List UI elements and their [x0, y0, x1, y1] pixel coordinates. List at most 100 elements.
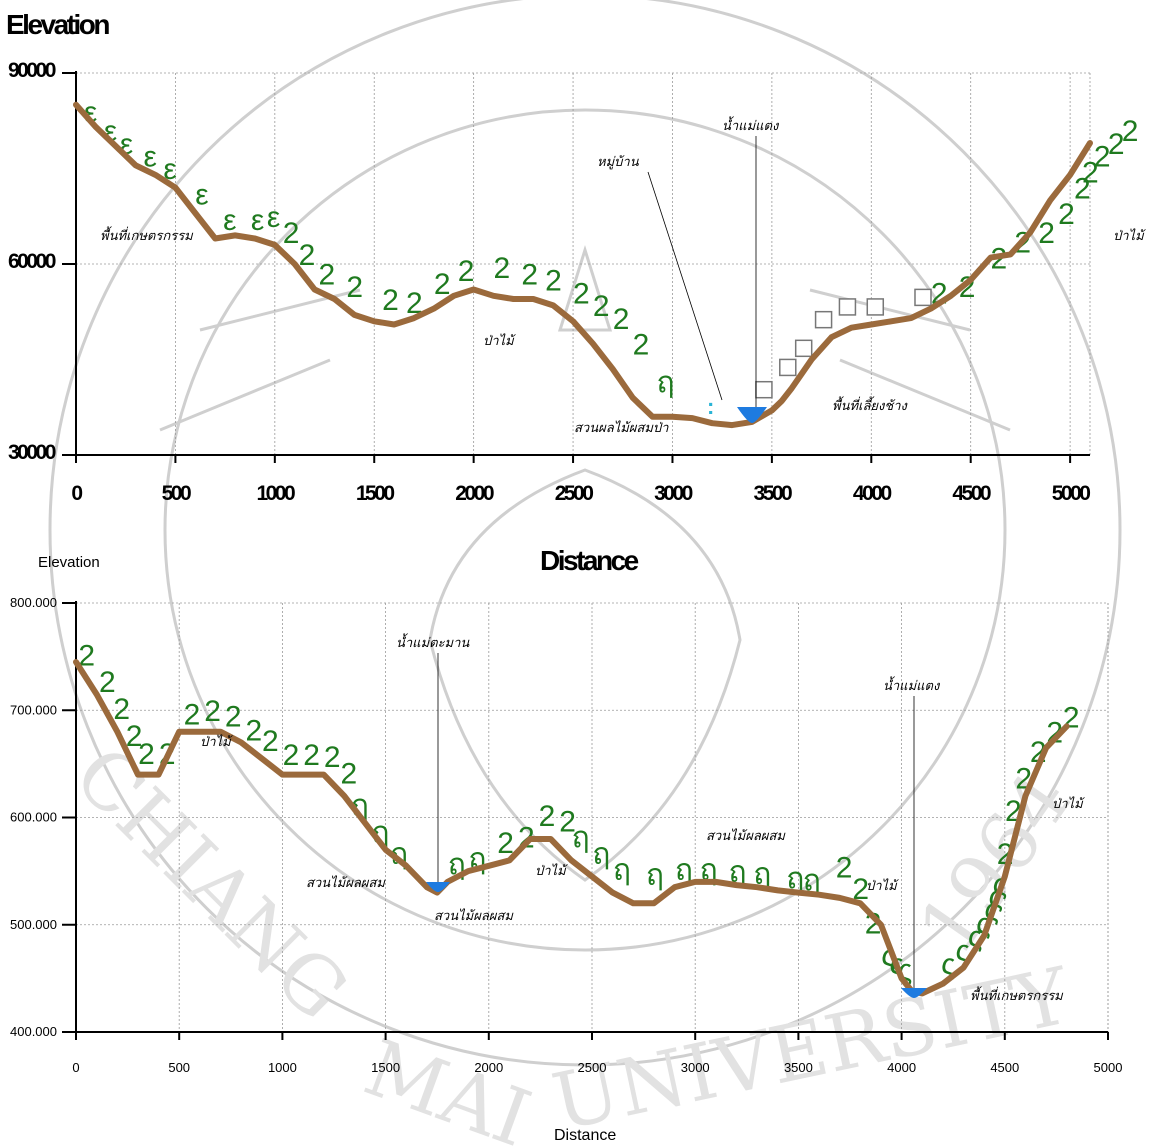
elevation-chart-bottom: Distance Elevation Distance 0 500 1000 1500… [10, 545, 1122, 1144]
bottom-grid [76, 602, 1109, 1032]
landuse-symbol: ε [195, 179, 208, 212]
x-tick-label: 1000 [256, 482, 295, 505]
landuse-symbol: ε [144, 141, 157, 174]
landuse-symbol: 2 [283, 739, 300, 772]
landuse-symbol: ε [163, 153, 176, 186]
landuse-symbol: ฤ [572, 822, 590, 855]
landuse-symbol: ฤ [786, 862, 804, 895]
village-pointer-line [647, 171, 723, 401]
y-tick-label: 60000 [8, 250, 56, 273]
landuse-symbol: 2 [299, 239, 316, 272]
x-tick-label: 2000 [455, 482, 494, 505]
landuse-annotation: ป่าไม้ [200, 734, 234, 750]
y-tick-label: 800.000 [10, 595, 57, 610]
landuse-symbol: 2 [99, 666, 116, 699]
landuse-symbol: 2 [184, 698, 201, 731]
y-tick-label: 90000 [8, 59, 56, 82]
landuse-annotation: น้ำแม่แตง [883, 676, 941, 694]
river-water-icon [737, 407, 767, 423]
landuse-annotation: น้ำแม่ตะมาน [396, 633, 470, 651]
landuse-symbol: 2 [406, 287, 423, 320]
landuse-symbol: 2 [319, 258, 336, 291]
elephant-area-symbol [779, 358, 797, 377]
y-tick-label: 30000 [8, 441, 56, 464]
bottom-tick-labels: 0 500 1000 1500 2000 2500 3000 3500 4000 4500 5000… [10, 595, 1122, 1075]
landuse-symbol: ฤ [700, 854, 718, 887]
landuse-symbol: 2 [593, 290, 610, 323]
x-tick-label: 3000 [681, 1060, 710, 1075]
landuse-symbol: 2 [573, 277, 590, 310]
landuse-symbol: ε [267, 201, 280, 234]
bottom-annotations: ป่าไม้น้ำแม่ตะมานสวนไม้ผลผสมสวนไม้ผลผสมป… [200, 633, 1086, 1004]
bottom-y-axis-label: Elevation [38, 554, 100, 571]
landuse-symbol: 2 [340, 757, 357, 790]
elephant-area-symbol [794, 339, 813, 358]
x-tick-label: 4500 [990, 1060, 1019, 1075]
x-tick-label: 1000 [268, 1060, 297, 1075]
svg-text:1964: 1964 [902, 757, 1090, 971]
landuse-symbol: ฤ [753, 858, 771, 891]
bottom-x-axis-label: Distance [554, 1127, 616, 1144]
landuse-symbol: ฤ [613, 854, 631, 887]
y-tick-label: 700.000 [10, 702, 57, 717]
x-tick-label: 500 [168, 1060, 190, 1075]
landuse-symbol: 2 [138, 738, 155, 771]
svg-text:UNIVERSITY: UNIVERSITY [545, 951, 1078, 1146]
landuse-symbol: 2 [1094, 141, 1111, 174]
x-tick-label: 3500 [784, 1060, 813, 1075]
landuse-symbol: 2 [262, 725, 279, 758]
landuse-annotation: สวนผลไม้ผสมป่า [574, 420, 669, 436]
x-tick-label: 1500 [356, 482, 395, 505]
landuse-symbol: 2 [1122, 115, 1139, 148]
landuse-symbol: 2 [1074, 172, 1091, 205]
landuse-annotation: พื้นที่เลี้ยงช้าง [832, 396, 909, 414]
landuse-annotation: พื้นที่เกษตรกรรม [970, 986, 1064, 1004]
x-tick-label: 4000 [853, 482, 892, 505]
top-annotations: พื้นที่เกษตรกรรมป่าไม้สวนผลไม้ผสมป่าหมู่… [100, 116, 1147, 436]
x-tick-label: 4000 [887, 1060, 916, 1075]
landuse-annotation: ป่าไม้ [535, 863, 569, 879]
landuse-annotation: สวนไม้ผลผสม [434, 908, 514, 924]
landuse-annotation: ป่าไม้ [1052, 796, 1086, 812]
x-tick-label: 5000 [1052, 482, 1091, 505]
bottom-symbols: 22222 22 2 2 2 2 2 2 2 2ฤฤฤฤฤ 2 22 2ฤฤฤฤฤฤฤฤฤฤ 222ςςς… [78, 639, 1079, 986]
x-tick-label: 5000 [1094, 1060, 1123, 1075]
landuse-symbol: 2 [458, 255, 475, 288]
landuse-symbol: 2 [539, 800, 556, 833]
landuse-symbol: 2 [852, 873, 869, 906]
landuse-symbol: 2 [1082, 156, 1099, 189]
landuse-symbol: 2 [246, 714, 263, 747]
landuse-symbol: 2 [497, 827, 514, 860]
elevation-profile-line [73, 659, 1070, 997]
landuse-symbol: 2 [613, 303, 630, 336]
landuse-symbol: 2 [204, 695, 221, 728]
landuse-symbol: ฤ [646, 859, 664, 892]
landuse-symbol: ฤ [657, 367, 675, 400]
landuse-annotation: ป่าไม้ [483, 333, 517, 349]
landuse-annotation: น้ำแม่แตง [722, 116, 780, 134]
landuse-symbol: 2 [283, 217, 300, 250]
elevation-profile-line [73, 101, 1093, 429]
x-tick-label: 1500 [371, 1060, 400, 1075]
landuse-symbol: 2 [346, 271, 363, 304]
landuse-symbol: ฤ [803, 865, 821, 898]
landuse-symbol: 2 [324, 741, 341, 774]
y-tick-label: 500.000 [10, 917, 57, 932]
bottom-profile [73, 659, 1070, 997]
svg-text:MAI: MAI [354, 1023, 542, 1146]
elephant-area-symbol [814, 310, 833, 329]
landuse-symbol: 2 [113, 693, 130, 726]
y-tick-label: 400.000 [10, 1024, 57, 1039]
landuse-symbol: 2 [1108, 128, 1125, 161]
landuse-annotation: พื้นที่เกษตรกรรม [100, 226, 194, 244]
top-grid [76, 72, 1091, 455]
x-tick-label: 2500 [555, 482, 594, 505]
landuse-symbol: ε [223, 204, 236, 237]
landuse-annotation: ป่าไม้ [1113, 228, 1147, 244]
landuse-symbol: 2 [78, 639, 95, 672]
landuse-symbol: ε [251, 204, 264, 237]
bottom-chart-title: Distance [540, 545, 639, 576]
village-symbol: : [707, 394, 714, 419]
